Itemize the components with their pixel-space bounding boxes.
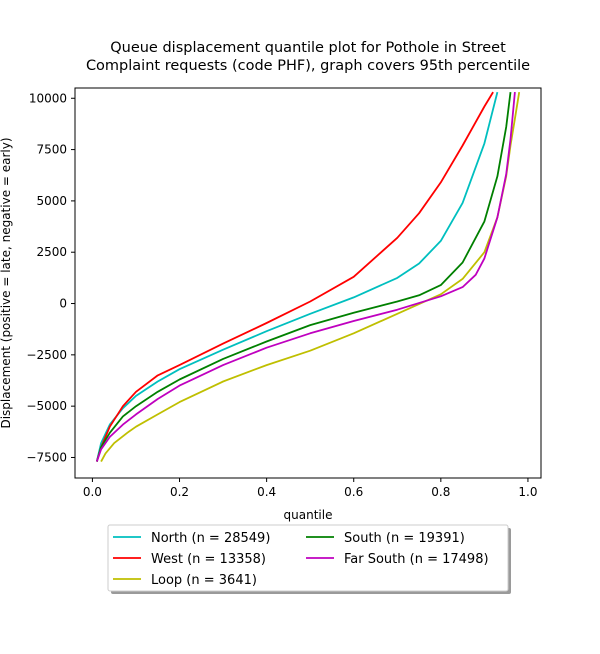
x-tick-label: 0.0 (83, 485, 102, 499)
y-tick-label: 0 (59, 297, 67, 311)
series-line (100, 91, 521, 463)
y-tick-label: 2500 (36, 245, 67, 259)
y-axis-label: Displacement (positive = late, negative … (0, 137, 13, 428)
series-line (95, 92, 516, 462)
y-tick-label: −2500 (26, 348, 67, 362)
x-tick-label: 1.0 (518, 485, 537, 499)
x-axis-label: quantile (284, 508, 333, 522)
series-line (95, 91, 499, 462)
legend-label: Loop (n = 3641) (151, 573, 257, 588)
y-tick-label: 10000 (29, 91, 67, 105)
x-tick-label: 0.4 (257, 485, 276, 499)
legend: North (n = 28549) West (n = 13358) Loop (n… (107, 524, 511, 594)
chart-title-line1: Queue displacement quantile plot for Pot… (110, 40, 506, 56)
legend-label: South (n = 19391) (344, 531, 465, 546)
x-tick-label: 0.8 (431, 485, 450, 499)
y-axis: −7500 −5000 −2500 0 2500 5000 7500 10000 (26, 91, 75, 464)
legend-label: North (n = 28549) (151, 531, 270, 546)
plot-lines (95, 91, 521, 463)
y-tick-label: 5000 (36, 194, 67, 208)
legend-label: Far South (n = 17498) (344, 552, 489, 567)
plot-area-frame (74, 87, 542, 479)
x-axis: 0.0 0.2 0.4 0.6 0.8 1.0 (83, 478, 537, 499)
series-line (95, 91, 494, 462)
chart-title-line2: Complaint requests (code PHF), graph cov… (86, 58, 530, 74)
x-tick-label: 0.6 (344, 485, 363, 499)
legend-label: West (n = 13358) (151, 552, 266, 567)
y-tick-label: −5000 (26, 399, 67, 413)
y-tick-label: −7500 (26, 450, 67, 464)
x-tick-label: 0.2 (170, 485, 189, 499)
series-line (95, 91, 512, 462)
y-tick-label: 7500 (36, 143, 67, 157)
